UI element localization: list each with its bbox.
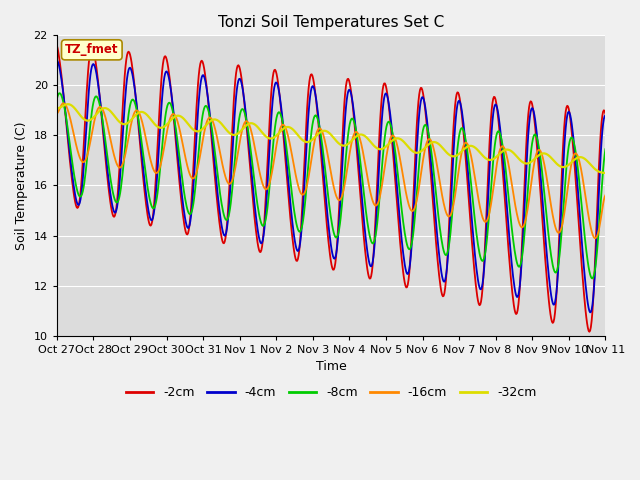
-8cm: [415, 169, 422, 175]
X-axis label: Time: Time: [316, 360, 346, 373]
-8cm: [120, 156, 128, 162]
-16cm: [591, 235, 599, 241]
-4cm: [63, 121, 70, 127]
Y-axis label: Soil Temperature (C): Soil Temperature (C): [15, 121, 28, 250]
-2cm: [53, 42, 61, 48]
-2cm: [175, 173, 183, 179]
-16cm: [205, 115, 212, 121]
-8cm: [176, 156, 184, 162]
-4cm: [586, 310, 594, 315]
-8cm: [63, 124, 71, 130]
-16cm: [176, 127, 184, 132]
-16cm: [399, 170, 406, 176]
-16cm: [120, 157, 128, 163]
-4cm: [204, 95, 212, 100]
Line: -4cm: -4cm: [57, 60, 605, 312]
-8cm: [56, 90, 64, 96]
-32cm: [415, 150, 422, 156]
-32cm: [63, 101, 70, 107]
-32cm: [602, 170, 609, 176]
Line: -8cm: -8cm: [57, 93, 605, 278]
-4cm: [602, 112, 609, 118]
-4cm: [120, 125, 127, 131]
-16cm: [415, 188, 422, 194]
-2cm: [398, 256, 406, 262]
-2cm: [204, 96, 212, 101]
-32cm: [65, 101, 72, 107]
-4cm: [414, 132, 422, 138]
-2cm: [602, 111, 609, 117]
-32cm: [53, 106, 61, 111]
-8cm: [399, 213, 406, 219]
-4cm: [398, 237, 406, 242]
-8cm: [205, 109, 212, 115]
-8cm: [602, 146, 609, 152]
-8cm: [53, 96, 61, 102]
Legend: -2cm, -4cm, -8cm, -16cm, -32cm: -2cm, -4cm, -8cm, -16cm, -32cm: [121, 382, 541, 405]
-16cm: [63, 106, 71, 112]
-2cm: [414, 108, 422, 113]
-32cm: [176, 113, 184, 119]
-2cm: [63, 126, 70, 132]
-32cm: [399, 138, 406, 144]
-16cm: [60, 100, 68, 106]
-8cm: [589, 276, 596, 281]
-32cm: [120, 121, 128, 127]
-32cm: [205, 120, 212, 126]
Text: TZ_fmet: TZ_fmet: [65, 43, 118, 56]
Line: -32cm: -32cm: [57, 104, 605, 173]
-4cm: [175, 163, 183, 169]
-2cm: [120, 96, 127, 101]
-16cm: [53, 111, 61, 117]
Line: -2cm: -2cm: [57, 45, 605, 332]
-4cm: [53, 58, 61, 63]
-2cm: [586, 329, 593, 335]
-16cm: [602, 192, 609, 198]
Line: -16cm: -16cm: [57, 103, 605, 238]
Title: Tonzi Soil Temperatures Set C: Tonzi Soil Temperatures Set C: [218, 15, 444, 30]
